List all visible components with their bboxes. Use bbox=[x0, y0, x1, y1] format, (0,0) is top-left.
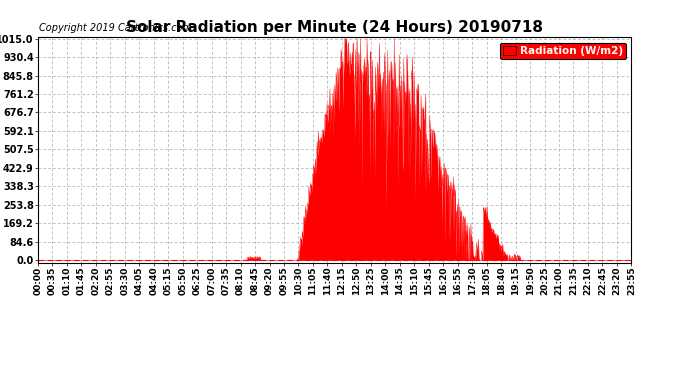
Legend: Radiation (W/m2): Radiation (W/m2) bbox=[500, 43, 626, 59]
Title: Solar Radiation per Minute (24 Hours) 20190718: Solar Radiation per Minute (24 Hours) 20… bbox=[126, 20, 543, 35]
Text: Copyright 2019 Cartronics.com: Copyright 2019 Cartronics.com bbox=[39, 23, 192, 33]
